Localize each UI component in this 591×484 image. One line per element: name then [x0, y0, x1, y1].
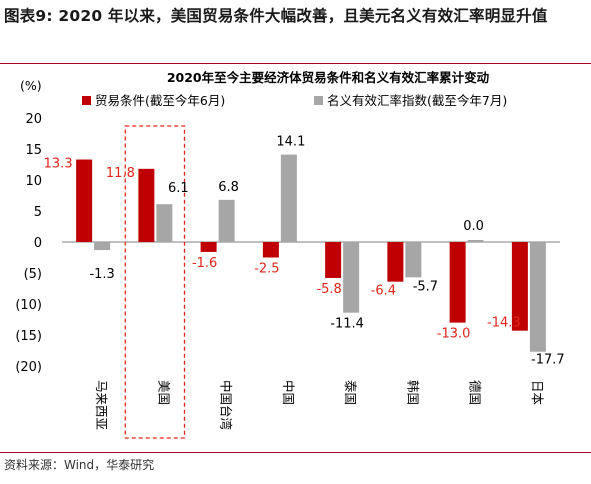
y-tick-label: (20): [15, 360, 42, 375]
source-note: 资料来源：Wind，华泰研究: [4, 458, 155, 472]
data-label-trade-terms-0: 13.3: [44, 157, 73, 172]
data-label-neer-5: -5.7: [413, 279, 438, 294]
x-tick-label-4: 泰国: [343, 380, 358, 405]
y-tick-label: (5): [24, 267, 42, 282]
bar-neer-2: [218, 199, 235, 242]
y-tick-label: 20: [25, 112, 42, 127]
bar-neer-3: [280, 154, 297, 242]
legend-swatch-trade-terms: [82, 96, 91, 105]
data-label-neer-7: -17.7: [531, 353, 565, 368]
data-label-neer-3: 14.1: [276, 135, 305, 150]
x-tick-label-0: 马来西亚: [94, 380, 109, 430]
y-tick-label: 15: [25, 143, 42, 158]
bar-trade-terms-3: [262, 242, 279, 258]
data-label-trade-terms-3: -2.5: [254, 262, 279, 277]
data-label-neer-2: 6.8: [218, 180, 239, 195]
data-label-trade-terms-4: -5.8: [316, 282, 341, 297]
bar-trade-terms-7: [511, 242, 528, 331]
data-label-neer-0: -1.3: [89, 267, 114, 282]
figure-title: 图表9: 2020 年以来，美国贸易条件大幅改善，且美元名义有效汇率明显升值: [4, 7, 548, 25]
x-tick-label-1: 美国: [156, 380, 171, 405]
bar-trade-terms-1: [138, 168, 155, 242]
data-label-trade-terms-2: -1.6: [192, 256, 217, 271]
bar-chart: 2020年至今主要经济体贸易条件和名义有效汇率累计变动 (%) 贸易条件(截至今年6…: [15, 70, 565, 439]
bar-neer-7: [529, 242, 546, 352]
bar-trade-terms-4: [325, 242, 342, 278]
bottom-rule: [0, 452, 591, 453]
bar-trade-terms-2: [200, 242, 217, 252]
legend-swatch-neer: [314, 96, 323, 105]
bar-neer-5: [405, 242, 422, 278]
data-label-trade-terms-6: -13.0: [437, 327, 471, 342]
y-tick-label: (10): [15, 298, 42, 313]
data-label-neer-4: -11.4: [330, 317, 364, 332]
y-tick-label: (15): [15, 329, 42, 344]
chart-title: 2020年至今主要经济体贸易条件和名义有效汇率累计变动: [167, 70, 490, 85]
bar-trade-terms-0: [76, 159, 93, 242]
bar-trade-terms-5: [387, 242, 404, 282]
y-tick-label: 10: [25, 174, 42, 189]
x-tick-label-6: 德国: [468, 380, 483, 405]
data-label-neer-1: 6.1: [168, 181, 189, 196]
y-tick-label: 0: [34, 236, 42, 251]
top-rule: [0, 63, 591, 64]
bar-neer-6: [467, 240, 484, 242]
x-tick-label-2: 中国台湾: [219, 380, 234, 430]
bar-neer-0: [94, 242, 111, 251]
legend-label-neer: 名义有效汇率指数(截至今年7月): [327, 93, 507, 108]
y-unit-label: (%): [20, 78, 42, 93]
legend-label-trade-terms: 贸易条件(截至今年6月): [95, 93, 225, 108]
y-tick-label: 5: [34, 205, 42, 220]
bar-neer-1: [156, 204, 173, 242]
x-tick-label-7: 日本: [530, 380, 545, 406]
x-tick-label-3: 中国: [281, 380, 296, 405]
data-label-trade-terms-7: -14.3: [487, 316, 521, 331]
bar-neer-4: [343, 242, 360, 313]
data-label-trade-terms-1: 11.8: [106, 166, 135, 181]
data-label-trade-terms-5: -6.4: [371, 284, 396, 299]
bar-trade-terms-6: [449, 242, 466, 323]
data-label-neer-6: 0.0: [463, 219, 484, 234]
highlight-box-usa: [124, 125, 186, 439]
x-tick-label-5: 韩国: [405, 380, 420, 405]
